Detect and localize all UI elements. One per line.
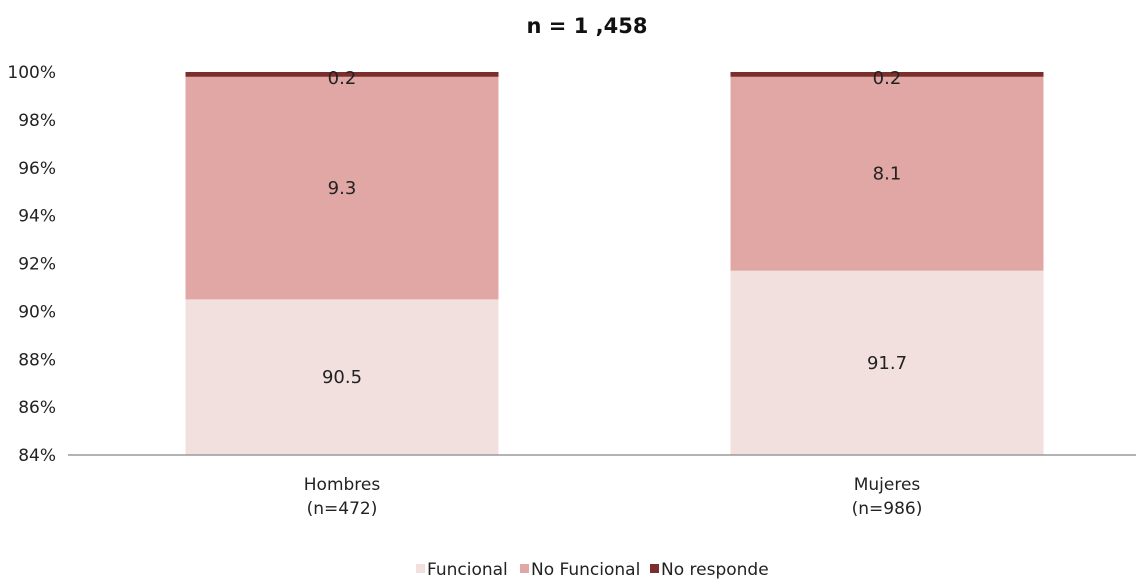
y-tick-label: 94%: [18, 207, 56, 227]
y-axis: 84% 86% 88% 90% 92% 94% 96% 98% 100%: [7, 63, 56, 466]
y-tick-label: 98%: [18, 111, 56, 131]
bar-segment-no-responde: [730, 72, 1044, 77]
x-axis-labels: Hombres (n=472) Mujeres (n=986): [304, 475, 923, 519]
bars: [185, 72, 1044, 455]
data-label: 9.3: [328, 178, 357, 199]
data-label: 0.2: [873, 68, 902, 89]
bar-segment-funcional: [730, 270, 1044, 455]
legend-label: No Funcional: [531, 560, 640, 580]
legend-swatch-funcional: [416, 564, 425, 573]
data-label: 0.2: [328, 68, 357, 89]
y-tick-label: 86%: [18, 398, 56, 418]
legend-swatch-no-responde: [650, 564, 659, 573]
data-labels: 90.5 9.3 0.2 91.7 8.1 0.2: [322, 68, 907, 388]
y-tick-label: 96%: [18, 159, 56, 179]
y-tick-label: 88%: [18, 350, 56, 370]
data-label: 91.7: [867, 353, 907, 374]
y-tick-label: 92%: [18, 255, 56, 275]
legend-label: Funcional: [427, 560, 508, 580]
x-tick-label: Mujeres: [854, 475, 921, 495]
bar-segment-no-funcional: [730, 76, 1044, 271]
legend: Funcional No Funcional No responde: [416, 560, 769, 580]
bar-segment-funcional: [185, 299, 499, 455]
x-tick-sublabel: (n=986): [852, 499, 923, 519]
legend-label: No responde: [661, 560, 769, 580]
data-label: 8.1: [873, 164, 902, 185]
legend-swatch-no-funcional: [520, 564, 529, 573]
y-tick-label: 90%: [18, 302, 56, 322]
x-tick-sublabel: (n=472): [307, 499, 378, 519]
y-tick-label: 100%: [7, 63, 56, 83]
bar-segment-no-funcional: [185, 76, 499, 300]
chart-title: n = 1 ,458: [527, 14, 648, 38]
data-label: 90.5: [322, 367, 362, 388]
x-tick-label: Hombres: [304, 475, 381, 495]
bar-segment-no-responde: [185, 72, 499, 77]
y-tick-label: 84%: [18, 446, 56, 466]
